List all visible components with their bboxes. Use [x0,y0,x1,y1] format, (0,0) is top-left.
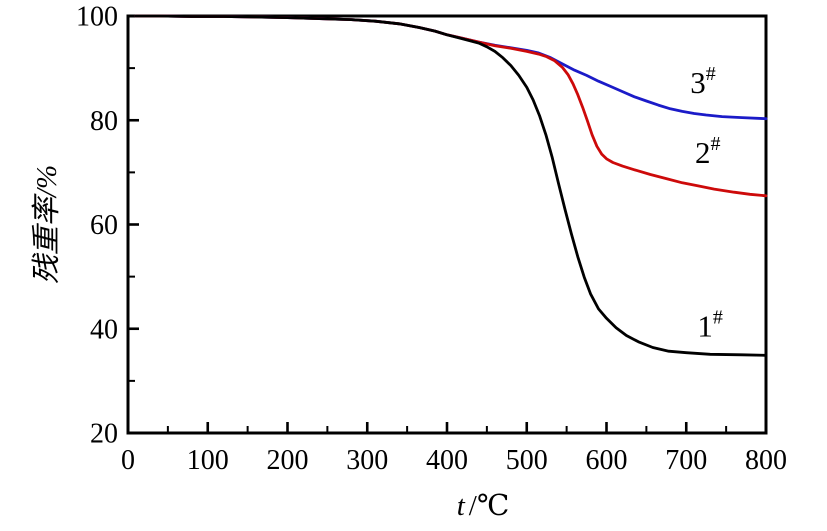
y-tick-label: 80 [90,106,118,137]
x-tick-label: 300 [346,445,388,476]
y-tick-label: 60 [90,210,118,241]
series-label-2#: 2# [695,133,721,170]
y-axis-title: 残重率/% [31,165,63,284]
series-line-1# [134,14,768,357]
y-tick-label: 20 [90,419,118,450]
x-tick-label: 400 [426,445,468,476]
x-tick-label: 800 [745,445,787,476]
series-label-3#: 3# [690,63,716,100]
x-axis-title: t/℃ [457,490,510,522]
x-tick-label: 600 [586,445,628,476]
series-line-2# [134,14,768,198]
x-tick-label: 500 [506,445,548,476]
series-label-1#: 1# [697,307,723,344]
x-tick-label: 100 [187,445,229,476]
x-tick-label: 700 [665,445,707,476]
y-tick-label: 100 [76,2,118,33]
x-tick-label: 0 [121,445,135,476]
x-tick-label: 200 [267,445,309,476]
plot-frame [126,14,768,435]
series-line-3# [134,14,768,121]
y-tick-label: 40 [90,314,118,345]
